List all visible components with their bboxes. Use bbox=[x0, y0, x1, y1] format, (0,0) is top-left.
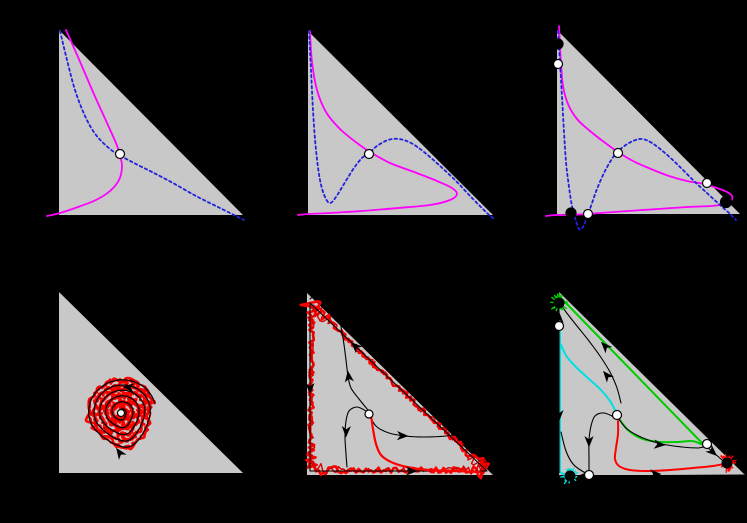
black-bottom-edge bbox=[574, 474, 745, 477]
flow-arrow bbox=[341, 425, 351, 438]
flow-arrow bbox=[116, 447, 127, 460]
unstable-fixed-point bbox=[364, 409, 374, 419]
flow-arrow bbox=[653, 439, 666, 449]
unstable-fixed-point bbox=[363, 148, 375, 160]
flow-arrow bbox=[705, 444, 718, 457]
simplex-region bbox=[559, 292, 745, 475]
flow-arrow bbox=[584, 436, 594, 448]
simplex-region bbox=[59, 30, 243, 215]
unstable-fixed-point bbox=[612, 147, 624, 159]
stable-fixed-point bbox=[553, 297, 565, 309]
unstable-fixed-point bbox=[114, 148, 126, 160]
panel-d bbox=[59, 292, 243, 473]
flow-arrow bbox=[600, 341, 613, 354]
unstable-fixed-point bbox=[582, 208, 594, 220]
flow-arrow bbox=[554, 311, 564, 323]
flow-arrow bbox=[603, 370, 614, 383]
flow-arrow bbox=[406, 466, 418, 476]
interior-trajectory-down bbox=[344, 406, 367, 468]
spiral-trajectory bbox=[88, 379, 156, 448]
black-edge-to-saddle bbox=[560, 431, 589, 475]
flow-arrow bbox=[122, 383, 135, 393]
simplex-region bbox=[557, 30, 740, 214]
stable-fixed-point bbox=[552, 38, 564, 50]
flow-arrow bbox=[650, 469, 662, 479]
unstable-fixed-point bbox=[611, 409, 623, 421]
black-fp-to-bottom-saddle bbox=[588, 412, 615, 474]
stable-fixed-point bbox=[565, 207, 577, 219]
flow-arrow bbox=[344, 370, 354, 383]
attractor-noise-burst bbox=[550, 293, 569, 312]
stable-fixed-point bbox=[564, 470, 576, 482]
unstable-fixed-point bbox=[701, 177, 713, 189]
panel-b bbox=[297, 30, 495, 220]
interior-trajectory-up bbox=[309, 294, 369, 411]
panel-a bbox=[46, 29, 245, 221]
nullcline-blue bbox=[557, 30, 737, 231]
unstable-fixed-point bbox=[701, 438, 713, 450]
panel-f bbox=[550, 292, 745, 485]
red-interior bbox=[613, 420, 725, 472]
unstable-fixed-point bbox=[116, 408, 126, 418]
unstable-fixed-point bbox=[552, 58, 564, 70]
flow-arrow bbox=[396, 431, 409, 441]
attractor-noise-burst bbox=[720, 453, 737, 473]
flow-arrow bbox=[350, 341, 363, 354]
black-fp-to-apex bbox=[559, 302, 622, 404]
flow-arrow bbox=[554, 410, 564, 422]
flow-arrow bbox=[305, 383, 315, 395]
attractor-noise-burst bbox=[560, 467, 579, 485]
stochastic-escape bbox=[369, 413, 482, 474]
nullcline-magenta bbox=[297, 30, 458, 216]
unstable-fixed-point bbox=[553, 320, 565, 332]
stable-fixed-point bbox=[719, 195, 733, 209]
interior-trajectory-right bbox=[369, 416, 482, 438]
nullcline-magenta bbox=[46, 29, 123, 217]
green-hypotenuse bbox=[561, 298, 703, 444]
unstable-fixed-point bbox=[583, 469, 595, 481]
panel-e bbox=[299, 293, 493, 480]
stable-fixed-point bbox=[721, 457, 733, 469]
cyan-interior bbox=[560, 344, 616, 411]
panel-c bbox=[545, 25, 740, 231]
